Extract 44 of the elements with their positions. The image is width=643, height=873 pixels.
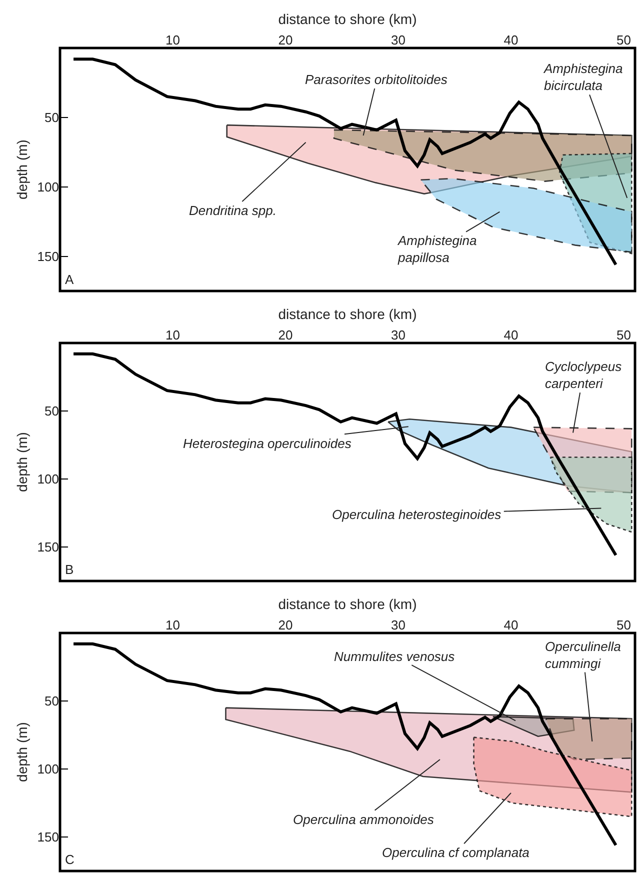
- y-tick-label: 50: [44, 110, 59, 125]
- x-tick-label: 10: [166, 617, 180, 632]
- y-tick-label: 50: [44, 404, 59, 419]
- annotation: C: [65, 852, 74, 867]
- annotation: Operculina cf complanata: [382, 845, 530, 860]
- x-tick-label: 30: [391, 32, 406, 48]
- x-tick-label: 20: [278, 327, 293, 342]
- y-axis-title: depth (m): [14, 432, 30, 492]
- x-axis-title: distance to shore (km): [278, 596, 417, 612]
- y-axis-title: depth (m): [14, 140, 30, 200]
- y-axis-title: depth (m): [14, 722, 30, 782]
- x-tick-label: 50: [616, 32, 631, 48]
- x-tick-label: 30: [391, 327, 406, 342]
- annotation: Cycloclypeus carpenteri: [545, 359, 622, 391]
- annotation: Operculinella cummingi: [545, 639, 621, 671]
- x-tick-label: 20: [278, 32, 293, 48]
- y-tick-label: 100: [37, 762, 59, 777]
- x-tick-label: 40: [504, 327, 518, 342]
- annotation: Operculina heterosteginoides: [332, 507, 502, 522]
- x-tick-label: 50: [616, 617, 631, 632]
- x-tick-label: 40: [504, 617, 518, 632]
- x-tick-label: 40: [504, 32, 518, 48]
- annotation: Parasorites orbitolitoides: [305, 72, 448, 87]
- annotation: Nummulites venosus: [334, 649, 456, 664]
- x-tick-label: 50: [616, 327, 631, 342]
- annotation: Operculina ammonoides: [293, 812, 434, 827]
- x-tick-label: 10: [166, 32, 180, 48]
- y-tick-label: 150: [37, 540, 59, 555]
- y-tick-label: 150: [37, 248, 59, 264]
- y-tick-label: 100: [37, 472, 59, 487]
- x-axis-title: distance to shore (km): [278, 306, 417, 322]
- annotation: Dendritina spp.: [189, 203, 276, 218]
- y-tick-label: 100: [37, 179, 59, 194]
- annotation: A: [65, 272, 74, 287]
- annotation: Amphistegina papillosa: [397, 233, 477, 265]
- x-tick-label: 10: [166, 327, 180, 342]
- y-tick-label: 50: [44, 694, 59, 709]
- y-tick-label: 150: [37, 830, 59, 845]
- annotation: B: [65, 562, 74, 577]
- x-tick-label: 30: [391, 617, 406, 632]
- x-tick-label: 20: [278, 617, 293, 632]
- x-axis-title: distance to shore (km): [278, 11, 417, 27]
- annotation: Heterostegina operculinoides: [183, 436, 352, 451]
- annotation: Amphistegina bicirculata: [543, 61, 623, 93]
